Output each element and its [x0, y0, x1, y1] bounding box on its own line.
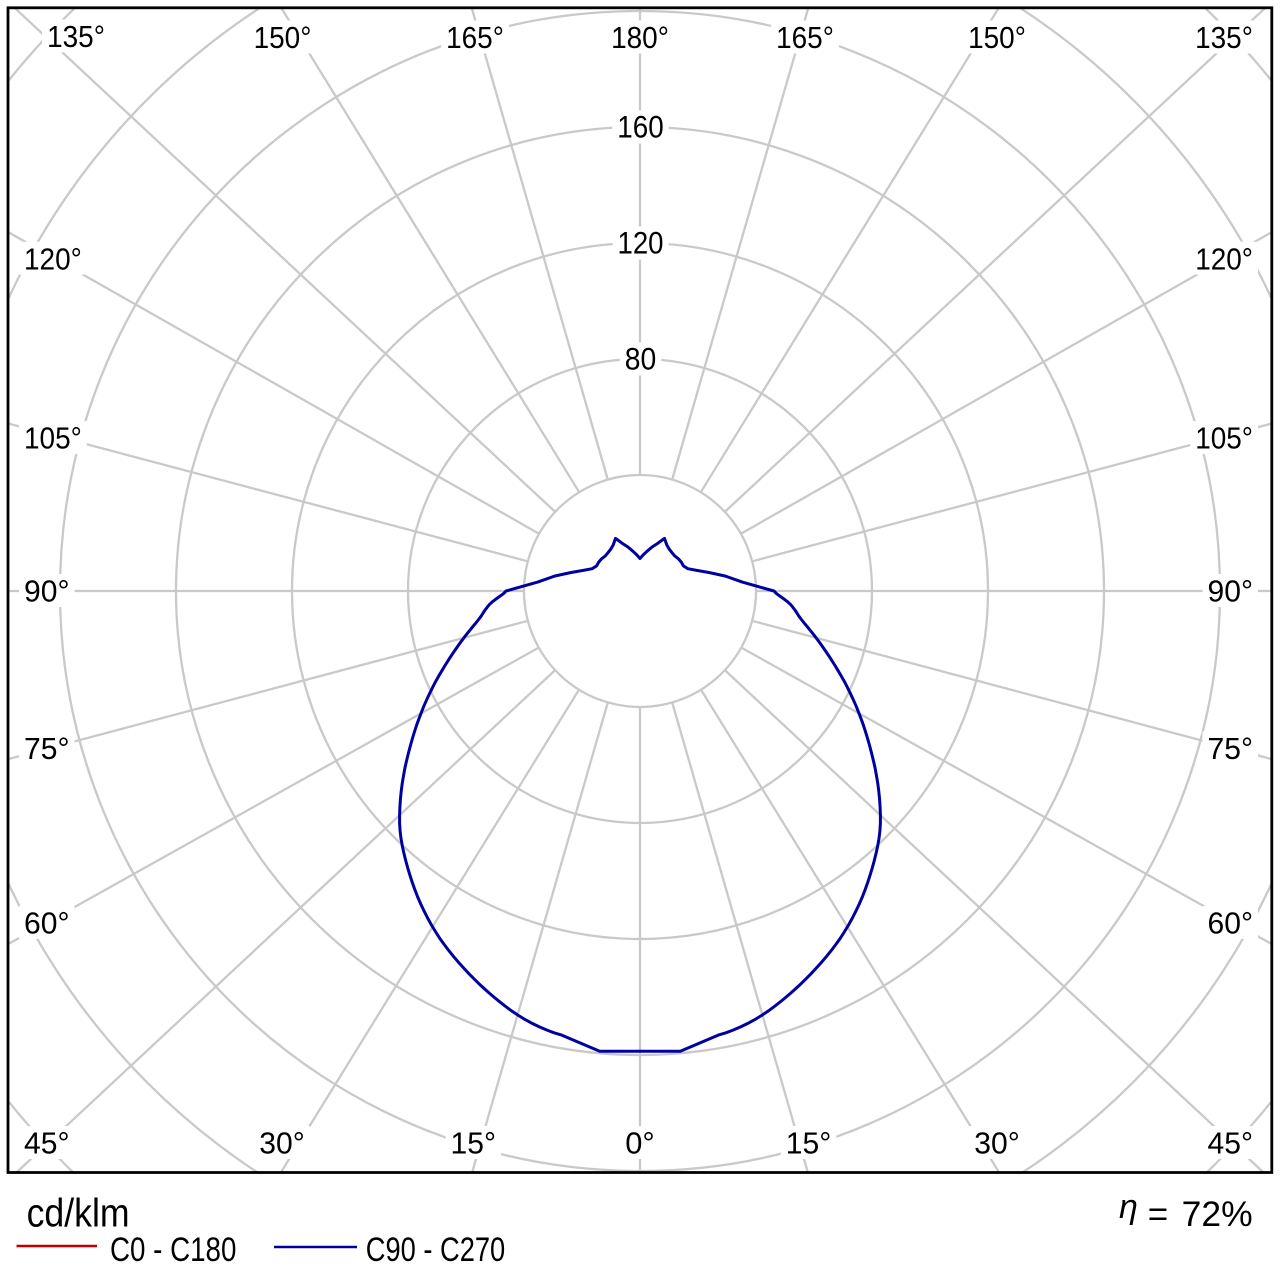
svg-text:15°: 15° [786, 1126, 832, 1161]
svg-text:90°: 90° [1208, 574, 1254, 609]
svg-text:15°: 15° [451, 1126, 497, 1161]
svg-text:105°: 105° [24, 421, 82, 456]
svg-text:30°: 30° [974, 1126, 1020, 1161]
svg-text:0°: 0° [625, 1126, 655, 1161]
svg-text:90°: 90° [24, 574, 70, 609]
svg-text:165°: 165° [776, 20, 834, 55]
svg-text:80: 80 [625, 341, 657, 377]
svg-text:105°: 105° [1195, 421, 1253, 456]
svg-text:180°: 180° [611, 20, 669, 55]
svg-text:75°: 75° [1208, 731, 1254, 766]
svg-text:C0 - C180: C0 - C180 [110, 1231, 236, 1269]
svg-text:75°: 75° [24, 731, 70, 766]
svg-text:160: 160 [617, 109, 663, 145]
svg-text:45°: 45° [24, 1126, 70, 1161]
svg-text:150°: 150° [254, 20, 312, 55]
svg-text:150°: 150° [968, 20, 1026, 55]
svg-text:60°: 60° [24, 906, 70, 941]
svg-text:30°: 30° [259, 1126, 305, 1161]
svg-text:60°: 60° [1208, 906, 1254, 941]
svg-text:135°: 135° [1195, 20, 1253, 55]
svg-text:120°: 120° [1195, 241, 1253, 276]
svg-text:cd/klm: cd/klm [27, 1192, 130, 1236]
svg-text:η: η [1119, 1188, 1138, 1226]
svg-text:C90 - C270: C90 - C270 [366, 1231, 505, 1269]
svg-text:=: = [1148, 1195, 1168, 1234]
svg-text:120°: 120° [24, 241, 82, 276]
svg-text:165°: 165° [446, 20, 504, 55]
svg-text:72%: 72% [1182, 1195, 1253, 1234]
svg-text:45°: 45° [1208, 1126, 1254, 1161]
svg-text:120: 120 [618, 225, 664, 261]
svg-text:135°: 135° [47, 19, 105, 54]
